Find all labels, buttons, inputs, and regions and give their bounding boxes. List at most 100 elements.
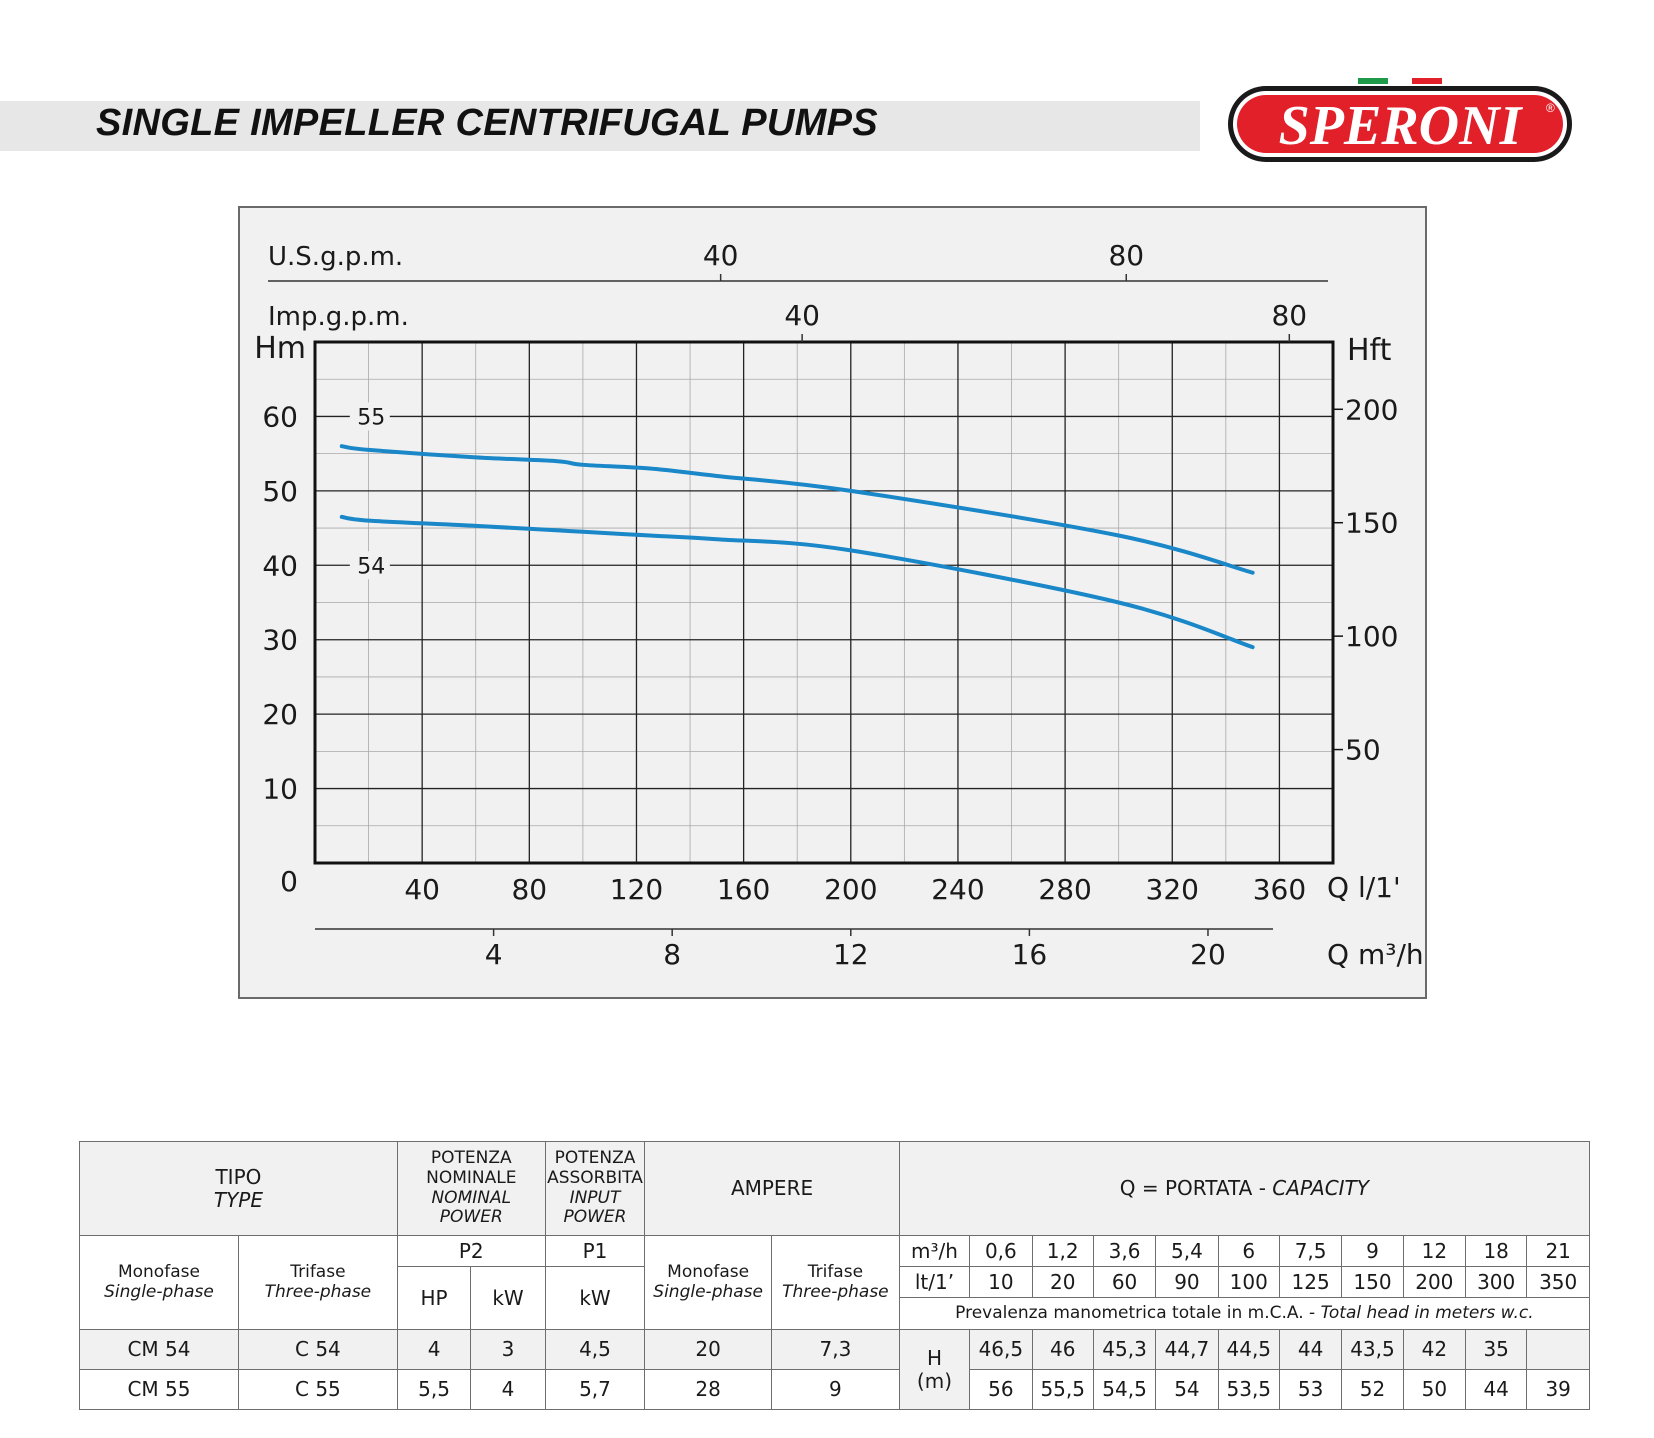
lt-cell: 125 xyxy=(1278,1266,1343,1298)
top-us-tick-label: 40 xyxy=(703,239,739,272)
row-cm55-tri: C 55 xyxy=(237,1369,398,1410)
title-band xyxy=(0,101,1200,151)
lt-cell: 100 xyxy=(1217,1266,1280,1298)
top-us-axis-label: U.S.g.p.m. xyxy=(268,242,403,272)
head-cell: 56 xyxy=(969,1369,1033,1410)
m3h-cell: 12 xyxy=(1402,1235,1467,1267)
head-cell: 53 xyxy=(1278,1369,1343,1410)
series-layer xyxy=(339,444,1255,650)
capacity-label: CAPACITY xyxy=(1272,1176,1369,1200)
head-cell xyxy=(1526,1329,1590,1370)
portata-label: Q = PORTATA - xyxy=(1119,1176,1273,1200)
head-cell: 46 xyxy=(1031,1329,1094,1370)
single-phase-label: Single-phase xyxy=(104,1281,214,1302)
logo-fill xyxy=(1237,95,1563,153)
bottom-tick-label: 120 xyxy=(610,873,663,906)
header-ampere-trifase: Trifase Three-phase xyxy=(771,1235,900,1330)
axis-top-imp-gpm: 40 80 Imp.g.p.m. xyxy=(268,299,1307,342)
row-cm55-hp: 5,5 xyxy=(396,1369,472,1410)
ampere-three-phase-label: Three-phase xyxy=(782,1281,889,1302)
series-label-55: 55 xyxy=(357,405,385,430)
logo-flag-red xyxy=(1412,78,1442,84)
m3h-cell: 3,6 xyxy=(1092,1235,1157,1267)
top-us-tick-label: 80 xyxy=(1108,239,1144,272)
axis-left: 0 10 20 30 40 50 60 Hm xyxy=(254,331,306,898)
m3h-cell: 7,5 xyxy=(1278,1235,1343,1267)
row-cm55-p1: 5,7 xyxy=(544,1369,646,1410)
pump-curve-chart: 0 10 20 30 40 50 60 Hm 50 100 150 200 Hft 40 80 120 16… xyxy=(254,239,1424,971)
m3h-cell: 21 xyxy=(1526,1235,1590,1267)
row-cm55-kw: 4 xyxy=(470,1369,546,1410)
head-cell: 54,5 xyxy=(1092,1369,1157,1410)
row-cm54-tri: C 54 xyxy=(237,1329,398,1370)
bottom-tick-label: 160 xyxy=(717,873,770,906)
header-p1: P1 xyxy=(544,1235,646,1267)
top-imp-tick-label: 80 xyxy=(1271,299,1307,332)
potenza-assorbita-label: POTENZA xyxy=(554,1148,636,1169)
logo-wordmark: SPERONI xyxy=(1279,95,1524,157)
tipo-label: TIPO xyxy=(215,1164,262,1189)
left-tick-label: 60 xyxy=(262,400,298,433)
header-p1-kw: kW xyxy=(544,1266,646,1330)
head-cell: 35 xyxy=(1464,1329,1528,1370)
head-cell: 44 xyxy=(1464,1369,1528,1410)
lt-cell: 90 xyxy=(1155,1266,1219,1298)
series-labels: 55 54 xyxy=(349,402,390,580)
bottom2-tick-label: 4 xyxy=(485,938,503,971)
series-line-55 xyxy=(339,444,1255,575)
series-label-bg xyxy=(349,402,390,431)
m3h-cell: 5,4 xyxy=(1155,1235,1219,1267)
header-nominal-power: POTENZA NOMINALE NOMINAL POWER xyxy=(396,1141,546,1236)
right-tick-label: 150 xyxy=(1345,507,1398,540)
left-tick-label: 20 xyxy=(262,698,298,731)
m3h-cell: 1,2 xyxy=(1031,1235,1094,1267)
axis-bottom-m3h: 4 8 12 16 20 Q m³/h xyxy=(315,928,1424,971)
series-line-54 xyxy=(339,514,1255,650)
row-cm54-p1: 4,5 xyxy=(544,1329,646,1370)
right-tick-label: 200 xyxy=(1345,393,1398,426)
logo-flag-green xyxy=(1358,78,1388,84)
input-label: INPUT xyxy=(569,1187,621,1208)
row-cm55-amp-tri: 9 xyxy=(771,1369,900,1410)
axis-top-us-gpm: 40 80 U.S.g.p.m. xyxy=(268,239,1328,282)
head-cell: 42 xyxy=(1402,1329,1467,1370)
total-head-note: Prevalenza manometrica totale in m.C.A. … xyxy=(898,1297,1591,1330)
header-tipo: TIPO TYPE xyxy=(79,1141,398,1236)
nominal-power-label: NOMINAL POWER xyxy=(431,1187,512,1228)
trifase-label: Trifase xyxy=(290,1261,346,1282)
lt-cell: 350 xyxy=(1526,1266,1590,1298)
header-p2: P2 xyxy=(396,1235,546,1267)
row-cm55-mono: CM 55 xyxy=(79,1369,239,1410)
bottom2-axis-label: Q m³/h xyxy=(1327,938,1424,971)
type-label: TYPE xyxy=(213,1187,263,1212)
header-trifase: Trifase Three-phase xyxy=(237,1235,398,1330)
head-cell: 46,5 xyxy=(969,1329,1033,1370)
unit-lt: lt/1’ xyxy=(898,1266,971,1298)
left-tick-label: 40 xyxy=(262,549,298,582)
head-cell: 55,5 xyxy=(1031,1369,1094,1410)
power-label: POWER xyxy=(563,1207,627,1228)
head-cell: 52 xyxy=(1341,1369,1404,1410)
left-tick-label: 0 xyxy=(280,865,298,898)
logo-registered-mark: ® xyxy=(1546,101,1555,115)
lt-cell: 10 xyxy=(969,1266,1033,1298)
lt-cell: 300 xyxy=(1464,1266,1528,1298)
monofase-label: Monofase xyxy=(117,1261,200,1282)
speroni-logo: SPERONI ® xyxy=(1228,78,1572,162)
potenza-label: POTENZA xyxy=(430,1148,512,1169)
bottom-axis-label: Q l/1' xyxy=(1327,871,1401,904)
header-hp: HP xyxy=(396,1266,472,1330)
bottom2-tick-label: 16 xyxy=(1012,938,1048,971)
header-monofase: Monofase Single-phase xyxy=(79,1235,239,1330)
h-label-cell: H (m) xyxy=(898,1329,971,1410)
m3h-cell: 9 xyxy=(1341,1235,1404,1267)
spec-table: TIPO TYPE POTENZA NOMINALE NOMINAL POWER PO… xyxy=(79,1141,1591,1410)
m3h-cell: 6 xyxy=(1217,1235,1280,1267)
bottom-tick-label: 80 xyxy=(511,873,547,906)
bottom2-tick-label: 12 xyxy=(833,938,869,971)
axis-bottom: 40 80 120 160 200 240 280 320 360 Q l/1' xyxy=(404,871,1400,906)
header-capacity: Q = PORTATA - CAPACITY xyxy=(898,1141,1591,1236)
lt-cell: 200 xyxy=(1402,1266,1467,1298)
lt-cell: 60 xyxy=(1092,1266,1157,1298)
axis-right: 50 100 150 200 Hft xyxy=(1333,333,1398,767)
